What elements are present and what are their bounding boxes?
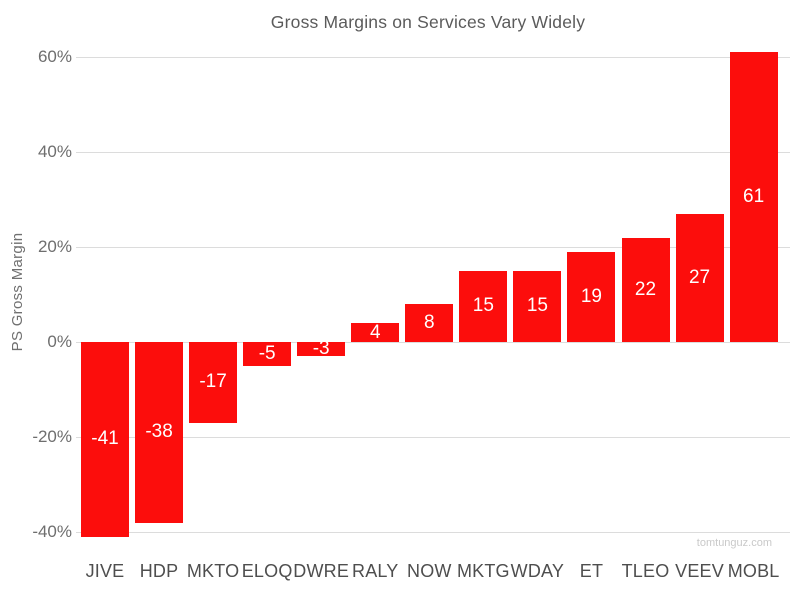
bar-et <box>567 251 616 342</box>
x-tick-label-mktg: MKTG <box>456 561 510 581</box>
y-tick-label--20: -20% <box>32 427 72 446</box>
bar-value-label-jive: -41 <box>91 428 119 450</box>
x-tick-label-et: ET <box>579 561 604 581</box>
bar-value-label-mktg: 15 <box>472 295 494 317</box>
x-tick-label-hdp: HDP <box>139 561 179 581</box>
x-tick-label-mobl: MOBL <box>727 561 780 581</box>
gridline-40 <box>76 152 790 153</box>
y-tick-label-20: 20% <box>37 237 72 256</box>
bar-wday <box>513 270 562 342</box>
x-tick-label-raly: RALY <box>352 561 399 581</box>
chart-title: Gross Margins on Services Vary Widely <box>270 12 586 32</box>
gridline--40 <box>76 532 790 533</box>
bar-value-label-dwre: -3 <box>312 338 330 360</box>
x-tick-label-tleo: TLEO <box>621 561 670 581</box>
gridline-20 <box>76 247 790 248</box>
x-tick-label-dwre: DWRE <box>293 561 350 581</box>
bar-mktg <box>459 270 508 342</box>
bar-veev <box>675 213 724 342</box>
watermark: tomtunguz.com <box>696 537 772 549</box>
bar-value-label-hdp: -38 <box>145 421 173 443</box>
y-tick-label-60: 60% <box>37 47 72 66</box>
bar-value-label-tleo: 22 <box>634 278 657 300</box>
bar-raly <box>351 323 400 342</box>
y-tick-label-0: 0% <box>47 332 72 351</box>
bar-value-label-wday: 15 <box>526 295 548 317</box>
y-tick-label-40: 40% <box>37 142 72 161</box>
x-tick-label-mkto: MKTO <box>186 561 240 581</box>
y-tick-label--40: -40% <box>32 522 72 541</box>
bar-jive <box>81 342 129 537</box>
x-tick-label-veev: VEEV <box>675 561 724 581</box>
x-tick-label-jive: JIVE <box>85 561 125 581</box>
bar-now <box>405 304 454 342</box>
bar-value-label-now: 8 <box>424 312 435 333</box>
bar-dwre <box>297 342 346 357</box>
gridline-0 <box>76 342 790 343</box>
x-tick-label-wday: WDAY <box>510 561 565 581</box>
bar-value-label-veev: 27 <box>688 266 711 288</box>
x-tick-label-now: NOW <box>407 561 452 581</box>
bar-value-label-eloq: -5 <box>258 342 276 364</box>
bar-value-label-raly: 4 <box>369 321 381 343</box>
gridline-60 <box>76 57 790 58</box>
bar-mkto <box>189 342 238 423</box>
x-tick-label-eloq: ELOQ <box>241 561 293 581</box>
bar-hdp <box>135 342 184 523</box>
bar-value-label-mkto: -17 <box>199 371 227 393</box>
bar-mobl <box>729 52 778 342</box>
gridline--20 <box>76 437 790 438</box>
bar-value-label-mobl: 61 <box>743 186 765 208</box>
bar-tleo <box>621 237 670 342</box>
bar-eloq <box>243 342 292 366</box>
bar-value-label-et: 19 <box>580 285 602 307</box>
